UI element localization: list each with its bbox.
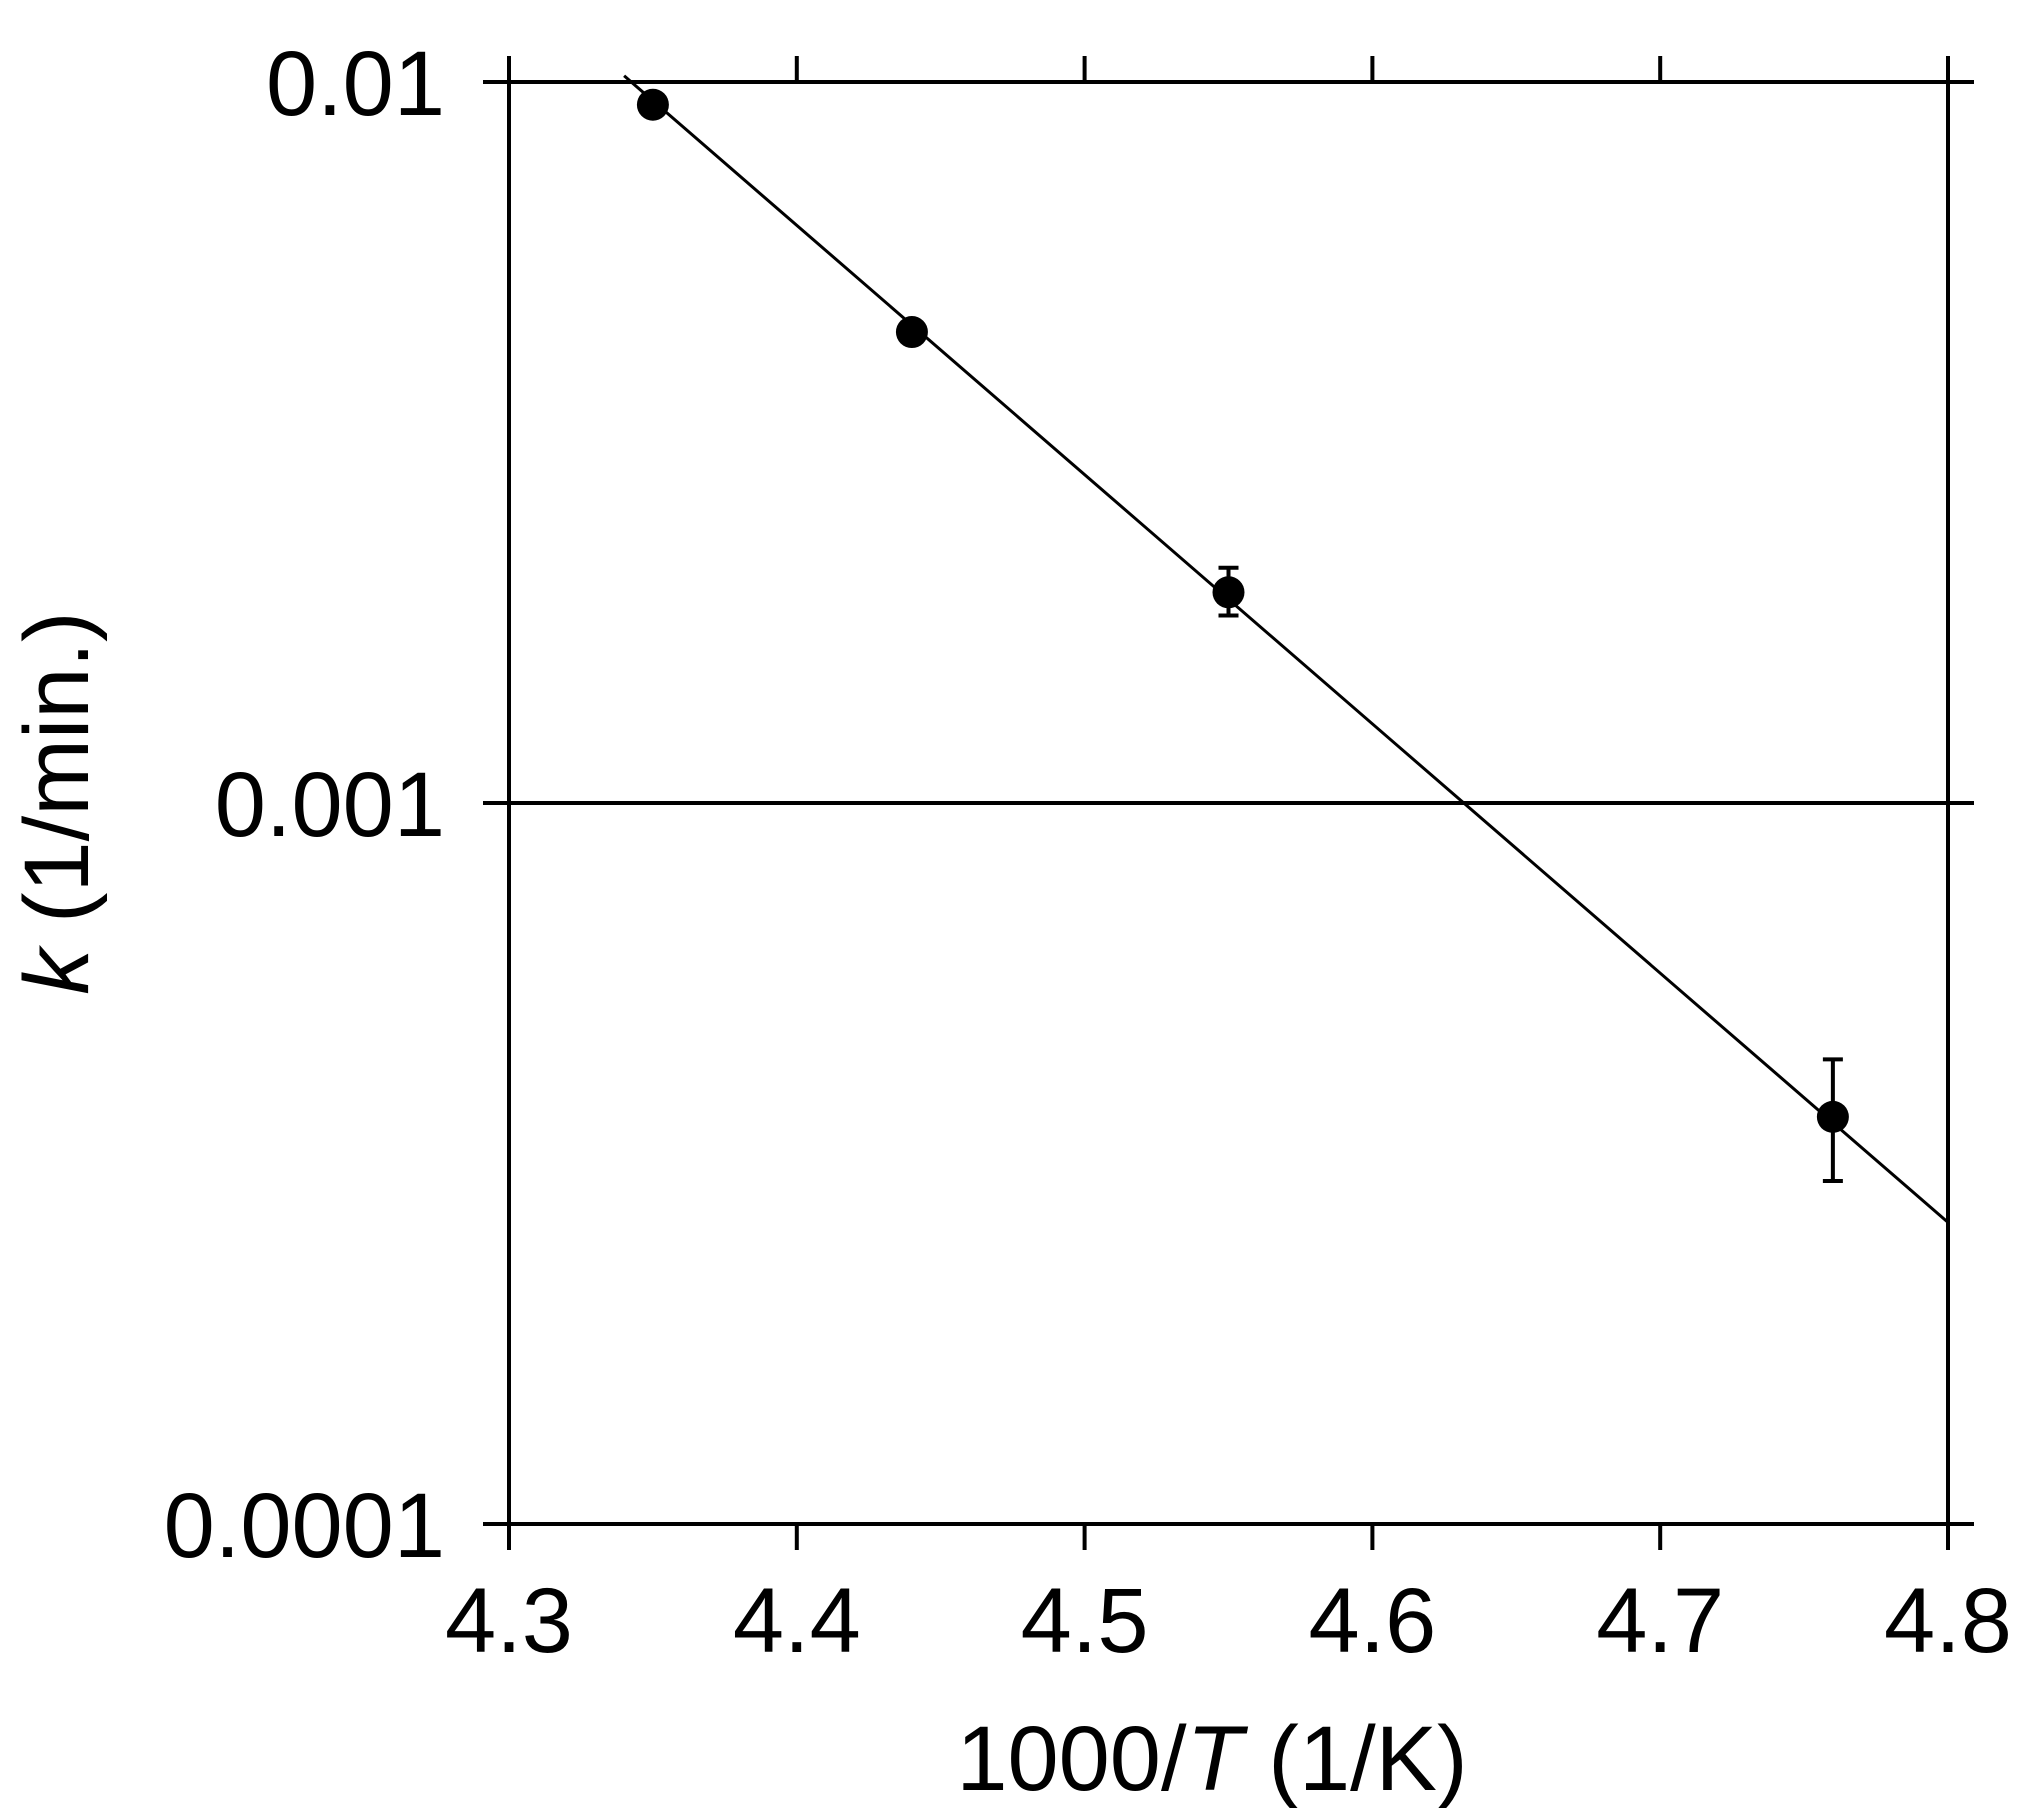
tick-labels: 4.3 4.4 4.5 4.6 4.7 4.8 0.01 0.001 0.0001 (164, 33, 2012, 1672)
fit-line-group (623, 74, 1949, 1224)
data-points (636, 88, 1849, 1184)
y-tick-label: 0.01 (266, 33, 445, 135)
y-tick-label: 0.001 (215, 754, 445, 856)
data-point (1212, 576, 1245, 609)
y-axis-label: k (1/min.) (6, 611, 108, 994)
x-tick-label: 4.7 (1596, 1570, 1724, 1672)
data-point (895, 316, 928, 349)
x-tick-label: 4.6 (1308, 1570, 1436, 1672)
y-tick-label: 0.0001 (164, 1475, 445, 1577)
data-point (636, 88, 669, 121)
x-tick-label: 4.8 (1884, 1570, 2012, 1672)
x-axis-label: 1000/T (1/K) (956, 1708, 1467, 1808)
x-tick-label: 4.4 (733, 1570, 861, 1672)
fit-line (623, 74, 1949, 1224)
data-point (1816, 1100, 1849, 1133)
x-tick-label: 4.3 (445, 1570, 573, 1672)
x-tick-label: 4.5 (1021, 1570, 1149, 1672)
axes (483, 56, 1974, 1550)
